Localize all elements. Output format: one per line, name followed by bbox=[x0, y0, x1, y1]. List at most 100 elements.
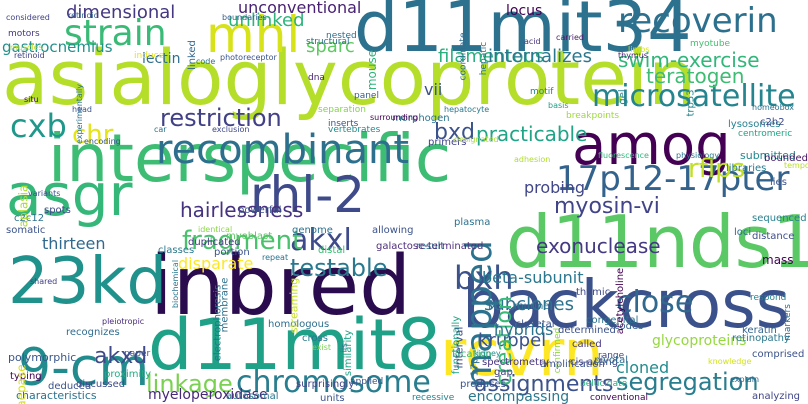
cloud-word: retinopathy bbox=[732, 333, 790, 344]
cloud-word: disparate bbox=[178, 254, 254, 273]
cloud-word: recoverin bbox=[618, 1, 778, 41]
cloud-word: rflps bbox=[688, 154, 746, 184]
cloud-word: backcross bbox=[462, 266, 790, 343]
cloud-word: adhesion bbox=[514, 155, 551, 164]
cloud-word: myosin-vi bbox=[554, 194, 660, 219]
cloud-word: mouse bbox=[365, 49, 380, 91]
cloud-word: morphogen bbox=[392, 113, 450, 124]
cloud-word: streaming bbox=[287, 277, 301, 334]
cloud-word: classes bbox=[158, 245, 195, 256]
cloud-word: d11mit8 bbox=[148, 304, 442, 386]
cloud-word: exonuclease bbox=[536, 234, 661, 258]
cloud-word: typing bbox=[10, 371, 42, 382]
cloud-word: photoreceptor bbox=[220, 53, 277, 62]
cloud-word: swim-exercise bbox=[618, 48, 760, 72]
cloud-word: applied bbox=[350, 377, 384, 387]
cloud-word: spots bbox=[44, 205, 71, 216]
cloud-word: pivotal bbox=[594, 355, 628, 366]
cloud-word: thymus bbox=[618, 51, 648, 60]
cloud-word: kidney bbox=[474, 349, 501, 358]
cloud-word: called bbox=[572, 339, 602, 350]
cloud-word: close bbox=[616, 285, 694, 320]
cloud-word: cross bbox=[302, 333, 328, 344]
cloud-word: amog bbox=[572, 113, 731, 178]
cloud-word: loci bbox=[734, 227, 752, 238]
cloud-word: rhl-2 bbox=[250, 166, 366, 224]
cloud-word: recognizes bbox=[66, 327, 120, 338]
cloud-word: discussed bbox=[76, 379, 126, 390]
cloud-word: fragment bbox=[182, 226, 303, 256]
cloud-word: cloned bbox=[616, 358, 670, 377]
cloud-word: recessive bbox=[412, 393, 455, 403]
cloud-word: powerful bbox=[238, 205, 282, 216]
cloud-word: sparc bbox=[306, 36, 355, 57]
cloud-word: boundaries bbox=[222, 13, 267, 22]
cloud-word: units bbox=[320, 393, 345, 404]
cloud-word: cis-acting bbox=[570, 357, 619, 368]
cloud-word: gap bbox=[494, 367, 513, 378]
cloud-word: bxd bbox=[434, 120, 475, 145]
cloud-word: 23kd bbox=[8, 245, 168, 319]
cloud-word: amplification bbox=[540, 359, 605, 370]
cloud-word: subclones bbox=[484, 294, 574, 315]
cloud-word: allowing bbox=[372, 225, 414, 236]
cloud-word: lysosomes bbox=[728, 119, 781, 130]
cloud-word: conventional bbox=[590, 393, 648, 403]
cloud-word: hairlessness bbox=[180, 198, 304, 222]
cloud-word: vii bbox=[424, 80, 443, 99]
cloud-word: carried bbox=[556, 33, 584, 42]
cloud-word: designated bbox=[454, 135, 499, 144]
cloud-word: probing bbox=[524, 178, 586, 197]
cloud-word: internalizes bbox=[488, 46, 592, 67]
cloud-word: identical bbox=[198, 225, 233, 234]
cloud-word: similarity bbox=[343, 329, 355, 377]
cloud-word: akxd bbox=[94, 344, 148, 369]
cloud-word: strain bbox=[64, 13, 167, 54]
cloud-word: chromosome bbox=[236, 365, 431, 400]
cloud-word: filamentous bbox=[438, 46, 545, 67]
cloud-word: chr bbox=[72, 120, 114, 150]
cloud-word: situ bbox=[24, 95, 39, 104]
cloud-word: linkage bbox=[146, 370, 233, 398]
cloud-word: asialoglycoprotein bbox=[2, 33, 697, 122]
cloud-word: libraries bbox=[726, 163, 767, 174]
cloud-word: hybrids bbox=[494, 320, 554, 339]
cloud-word: c2h2 bbox=[760, 117, 785, 128]
cloud-word: comprised bbox=[752, 349, 805, 360]
cloud-word: encompassing bbox=[468, 389, 570, 404]
cloud-word: limbs bbox=[628, 45, 650, 54]
cloud-word: asgr bbox=[6, 161, 133, 229]
cloud-word: myoblast bbox=[226, 231, 273, 242]
cloud-word: aplasia bbox=[16, 184, 31, 228]
cloud-word: spectrometry bbox=[482, 357, 549, 368]
cloud-word: paper bbox=[124, 349, 151, 359]
cloud-word: experimentally bbox=[75, 83, 85, 145]
cloud-word: teratogen bbox=[646, 64, 745, 88]
cloud-word: analyzing bbox=[752, 391, 801, 402]
cloud-word: cxb bbox=[10, 107, 67, 145]
cloud-word: assignments bbox=[474, 372, 614, 397]
cloud-word: autosomal bbox=[226, 391, 279, 402]
cloud-word: 17p12-17pter bbox=[556, 159, 790, 199]
cloud-word: dimensional bbox=[66, 2, 176, 23]
cloud-word: kruppel bbox=[478, 330, 547, 351]
cloud-word: locus bbox=[506, 3, 543, 19]
cloud-word: motif bbox=[530, 87, 554, 97]
cloud-word: murine bbox=[514, 301, 550, 312]
cloud-word: rcvrn bbox=[440, 317, 604, 391]
cloud-word: characteristics bbox=[16, 389, 97, 402]
cloud-word: encoding bbox=[84, 137, 121, 146]
cloud-word: physiology bbox=[676, 151, 720, 160]
cloud-word: plasma bbox=[454, 217, 491, 228]
cloud-word: acid bbox=[524, 37, 541, 46]
cloud-word: knowledge bbox=[708, 357, 752, 366]
cloud-word: portion bbox=[214, 247, 250, 258]
cloud-word: membrane bbox=[219, 277, 231, 333]
cloud-word: induce bbox=[134, 51, 165, 61]
cloud-word: segregation bbox=[616, 368, 759, 396]
cloud-word: aepase bbox=[14, 364, 29, 404]
cloud-word: glycoproteins bbox=[652, 333, 747, 349]
cloud-word: result bbox=[416, 241, 445, 252]
cloud-word: location bbox=[452, 349, 492, 360]
cloud-word: lectin bbox=[142, 51, 181, 67]
